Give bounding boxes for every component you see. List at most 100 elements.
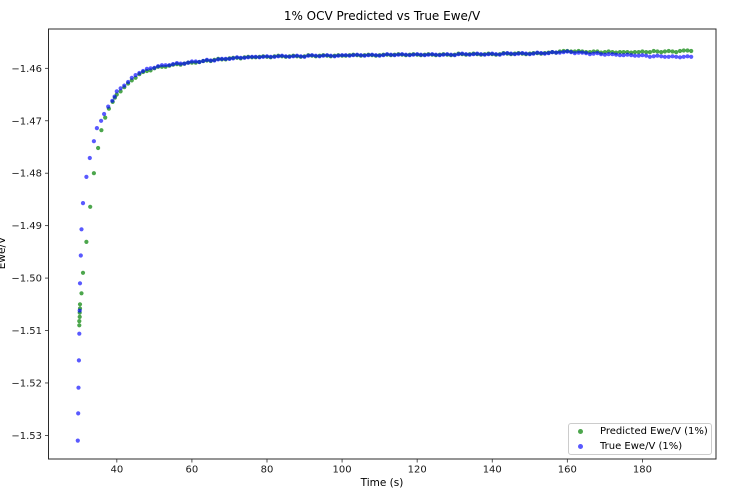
data-point [595, 51, 600, 56]
data-point [482, 52, 487, 57]
y-tick-label: −1.47 [11, 116, 42, 127]
data-point [632, 50, 638, 55]
data-point [257, 55, 262, 60]
data-point [325, 53, 330, 58]
data-point [75, 438, 80, 443]
data-point [614, 52, 619, 57]
data-point [99, 128, 104, 133]
x-tick-label: 140 [483, 465, 502, 476]
data-point [223, 56, 228, 62]
data-point [321, 53, 326, 58]
data-point [79, 227, 84, 232]
data-point [77, 314, 82, 319]
data-point [674, 50, 679, 55]
data-point [377, 53, 382, 58]
data-point [677, 48, 683, 54]
data-point [662, 49, 668, 54]
data-point [531, 51, 536, 56]
x-tick-label: 120 [408, 465, 427, 476]
data-point [76, 358, 81, 363]
data-point [647, 54, 653, 59]
data-point [460, 51, 465, 56]
data-point [486, 52, 491, 57]
data-point [576, 50, 581, 55]
data-point [437, 53, 442, 58]
data-point [647, 50, 653, 55]
data-point [629, 53, 634, 58]
legend-entry-true: True Ewe/V (1%) [569, 439, 711, 454]
data-point [126, 79, 131, 85]
data-point [78, 253, 83, 258]
data-point [452, 53, 457, 58]
data-point [77, 319, 82, 324]
y-tick-label: −1.51 [11, 326, 42, 337]
data-point [171, 62, 176, 67]
data-point [542, 51, 547, 56]
data-point [77, 308, 82, 313]
data-point [475, 51, 480, 56]
y-axis-label: Ewe/V [0, 236, 8, 270]
data-point [332, 54, 337, 59]
data-point [670, 54, 675, 59]
y-tick-label: −1.50 [11, 274, 42, 285]
data-point [76, 385, 81, 390]
data-point [501, 51, 506, 56]
series-true [75, 49, 694, 443]
data-point [430, 52, 435, 57]
y-axis-ticks: −1.46 −1.47 −1.48 −1.49 −1.50 −1.51 −1.52 −1.53 [11, 64, 49, 442]
data-point [463, 52, 469, 57]
data-point [77, 323, 82, 328]
data-point [640, 49, 645, 54]
x-tick-label: 40 [110, 465, 123, 476]
data-point [193, 59, 198, 64]
data-point [87, 155, 92, 161]
data-point [561, 50, 566, 55]
data-point [426, 52, 431, 57]
data-point [655, 53, 660, 58]
data-point [246, 55, 251, 60]
x-axis-ticks: 40 60 80 100 120 140 160 180 [110, 459, 652, 476]
data-point [539, 51, 544, 56]
data-point [621, 53, 626, 58]
data-point [186, 60, 191, 65]
data-point [516, 51, 521, 56]
data-point [238, 55, 243, 60]
data-point [112, 94, 117, 99]
data-point [294, 53, 300, 58]
data-point [670, 49, 675, 54]
data-point [234, 55, 240, 60]
data-point [77, 302, 83, 307]
data-point [644, 50, 649, 55]
data-point [385, 52, 390, 57]
data-point [471, 52, 476, 57]
data-point [407, 53, 412, 58]
data-point [204, 57, 209, 63]
data-point [328, 53, 333, 58]
data-point [418, 52, 423, 57]
data-point [351, 53, 356, 58]
data-point [587, 52, 593, 57]
data-point [174, 61, 179, 66]
data-point [636, 50, 641, 55]
data-point [231, 56, 236, 61]
data-point [298, 54, 303, 59]
y-tick-label: −1.48 [11, 169, 42, 180]
data-point [261, 54, 266, 59]
data-point [216, 57, 221, 62]
data-point [644, 53, 649, 58]
data-point [306, 53, 311, 58]
data-point [651, 48, 656, 54]
data-point [249, 54, 255, 59]
data-point [478, 52, 484, 57]
data-point [268, 54, 273, 59]
series-predicted [77, 48, 694, 328]
data-point [88, 204, 93, 209]
data-point [102, 111, 107, 117]
data-point [640, 53, 645, 58]
data-point [370, 52, 375, 57]
data-point [114, 89, 119, 94]
x-tick-label: 100 [333, 465, 352, 476]
data-point [433, 52, 438, 57]
